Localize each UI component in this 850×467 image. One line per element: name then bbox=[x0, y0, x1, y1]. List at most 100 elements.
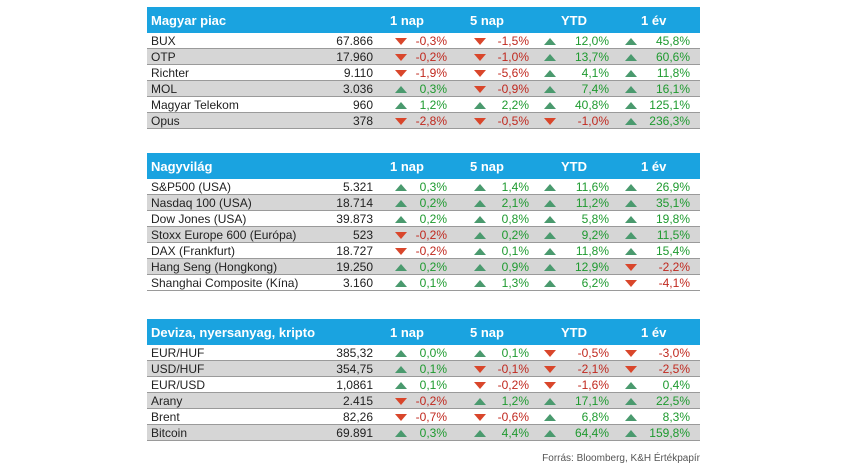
triangle-up-icon bbox=[395, 382, 407, 390]
change-value: 8,3% bbox=[662, 410, 690, 424]
triangle-up-icon bbox=[544, 264, 556, 272]
table-row: Stoxx Europe 600 (Európa) 523 -0,2% 0,2% 9,2… bbox=[147, 227, 700, 243]
triangle-up-icon bbox=[544, 414, 556, 422]
change-value: -1,0% bbox=[577, 114, 609, 128]
change-value: 4,1% bbox=[581, 66, 609, 80]
triangle-up-icon bbox=[625, 184, 637, 192]
column-header: 1 év bbox=[641, 13, 667, 28]
change-value: 6,8% bbox=[581, 410, 609, 424]
change-value: 12,9% bbox=[574, 260, 609, 274]
triangle-up-icon bbox=[625, 118, 637, 126]
triangle-down-icon bbox=[474, 38, 486, 46]
triangle-up-icon bbox=[625, 38, 637, 46]
change-value: 19,8% bbox=[655, 212, 690, 226]
section-title: Magyar piac bbox=[151, 13, 227, 28]
change-value: -1,0% bbox=[497, 50, 529, 64]
section-title: Deviza, nyersanyag, kripto bbox=[151, 325, 316, 340]
table-row: Opus 378 -2,8% -0,5% -1,0% 236,3% bbox=[147, 113, 700, 129]
change-value: -0,9% bbox=[497, 82, 529, 96]
triangle-up-icon bbox=[544, 216, 556, 224]
triangle-up-icon bbox=[395, 264, 407, 272]
change-value: -0,1% bbox=[497, 362, 529, 376]
change-value: 26,9% bbox=[655, 180, 690, 194]
instrument-name: Hang Seng (Hongkong) bbox=[151, 260, 278, 274]
change-value: -0,3% bbox=[415, 34, 447, 48]
triangle-up-icon bbox=[625, 232, 637, 240]
change-value: 0,2% bbox=[419, 196, 447, 210]
instrument-name: EUR/HUF bbox=[151, 346, 205, 360]
triangle-down-icon bbox=[544, 350, 556, 358]
change-value: 0,2% bbox=[419, 212, 447, 226]
instrument-value: 82,26 bbox=[342, 410, 373, 424]
change-value: 125,1% bbox=[649, 98, 690, 112]
change-value: 0,9% bbox=[501, 260, 529, 274]
table-row: EUR/HUF 385,32 0,0% 0,1% -0,5% -3,0% bbox=[147, 345, 700, 361]
triangle-up-icon bbox=[544, 248, 556, 256]
triangle-down-icon bbox=[395, 248, 407, 256]
instrument-name: Bitcoin bbox=[151, 426, 188, 440]
column-header: 1 nap bbox=[390, 13, 424, 28]
triangle-up-icon bbox=[395, 350, 407, 358]
instrument-name: DAX (Frankfurt) bbox=[151, 244, 236, 258]
change-value: 45,8% bbox=[655, 34, 690, 48]
change-value: 0,8% bbox=[501, 212, 529, 226]
change-value: 0,3% bbox=[419, 426, 447, 440]
change-value: 11,6% bbox=[575, 180, 609, 194]
change-value: -0,2% bbox=[497, 378, 529, 392]
change-value: -0,2% bbox=[415, 228, 447, 242]
triangle-up-icon bbox=[625, 70, 637, 78]
change-value: 1,4% bbox=[501, 180, 529, 194]
instrument-name: BUX bbox=[151, 34, 176, 48]
triangle-up-icon bbox=[625, 398, 637, 406]
change-value: 11,8% bbox=[575, 244, 609, 258]
change-value: -2,1% bbox=[577, 362, 609, 376]
triangle-down-icon bbox=[474, 70, 486, 78]
column-header: YTD bbox=[561, 159, 587, 174]
triangle-up-icon bbox=[474, 248, 486, 256]
change-value: 60,6% bbox=[655, 50, 690, 64]
change-value: 0,1% bbox=[419, 378, 447, 392]
change-value: 11,2% bbox=[575, 196, 609, 210]
table-row: Dow Jones (USA) 39.873 0,2% 0,8% 5,8% 19,8% bbox=[147, 211, 700, 227]
triangle-up-icon bbox=[544, 70, 556, 78]
change-value: -2,2% bbox=[658, 260, 690, 274]
change-value: -5,6% bbox=[497, 66, 529, 80]
instrument-value: 69.891 bbox=[336, 426, 373, 440]
change-value: -3,0% bbox=[658, 346, 690, 360]
triangle-down-icon bbox=[395, 118, 407, 126]
table-row: DAX (Frankfurt) 18.727 -0,2% 0,1% 11,8% 15,4% bbox=[147, 243, 700, 259]
column-header: 1 nap bbox=[390, 325, 424, 340]
instrument-name: Nasdaq 100 (USA) bbox=[151, 196, 252, 210]
change-value: 13,7% bbox=[574, 50, 609, 64]
change-value: 0,3% bbox=[419, 82, 447, 96]
change-value: 0,0% bbox=[419, 346, 447, 360]
section-header: Magyar piac 1 nap 5 nap YTD 1 év bbox=[147, 7, 700, 33]
triangle-up-icon bbox=[474, 350, 486, 358]
triangle-up-icon bbox=[625, 86, 637, 94]
triangle-down-icon bbox=[395, 70, 407, 78]
instrument-value: 18.714 bbox=[336, 196, 373, 210]
change-value: -4,1% bbox=[658, 276, 690, 290]
change-value: -0,5% bbox=[497, 114, 529, 128]
instrument-value: 354,75 bbox=[336, 362, 373, 376]
column-header: 5 nap bbox=[470, 159, 504, 174]
triangle-up-icon bbox=[395, 102, 407, 110]
column-header: 1 nap bbox=[390, 159, 424, 174]
triangle-up-icon bbox=[544, 102, 556, 110]
triangle-up-icon bbox=[544, 280, 556, 288]
triangle-up-icon bbox=[544, 184, 556, 192]
table-row: Hang Seng (Hongkong) 19.250 0,2% 0,9% 12,9% -… bbox=[147, 259, 700, 275]
triangle-down-icon bbox=[544, 118, 556, 126]
change-value: 2,1% bbox=[501, 196, 529, 210]
column-header: YTD bbox=[561, 325, 587, 340]
change-value: 1,3% bbox=[501, 276, 529, 290]
section-title: Nagyvilág bbox=[151, 159, 213, 174]
change-value: 0,2% bbox=[501, 228, 529, 242]
instrument-value: 1,0861 bbox=[336, 378, 373, 392]
triangle-up-icon bbox=[395, 280, 407, 288]
table-row: S&P500 (USA) 5.321 0,3% 1,4% 11,6% 26,9% bbox=[147, 179, 700, 195]
table-row: BUX 67.866 -0,3% -1,5% 12,0% 45,8% bbox=[147, 33, 700, 49]
instrument-value: 39.873 bbox=[336, 212, 373, 226]
change-value: 16,1% bbox=[655, 82, 690, 96]
triangle-down-icon bbox=[474, 54, 486, 62]
